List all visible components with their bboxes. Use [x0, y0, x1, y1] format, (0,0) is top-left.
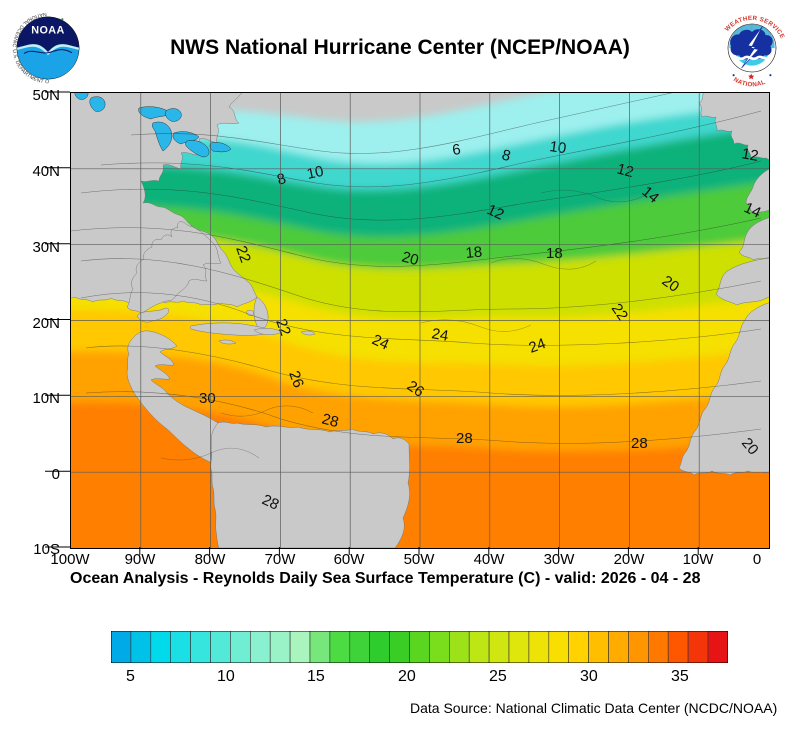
svg-text:10: 10: [305, 163, 325, 183]
svg-text:28: 28: [456, 430, 473, 447]
svg-text:10: 10: [548, 138, 567, 157]
svg-text:NATIONAL: NATIONAL: [732, 76, 766, 88]
svg-text:24: 24: [430, 325, 449, 345]
svg-text:NOAA: NOAA: [31, 25, 64, 37]
svg-text:12: 12: [740, 145, 759, 165]
svg-text:30: 30: [199, 390, 216, 407]
svg-text:18: 18: [546, 245, 563, 262]
svg-text:28: 28: [631, 435, 648, 452]
svg-text:18: 18: [465, 244, 483, 262]
